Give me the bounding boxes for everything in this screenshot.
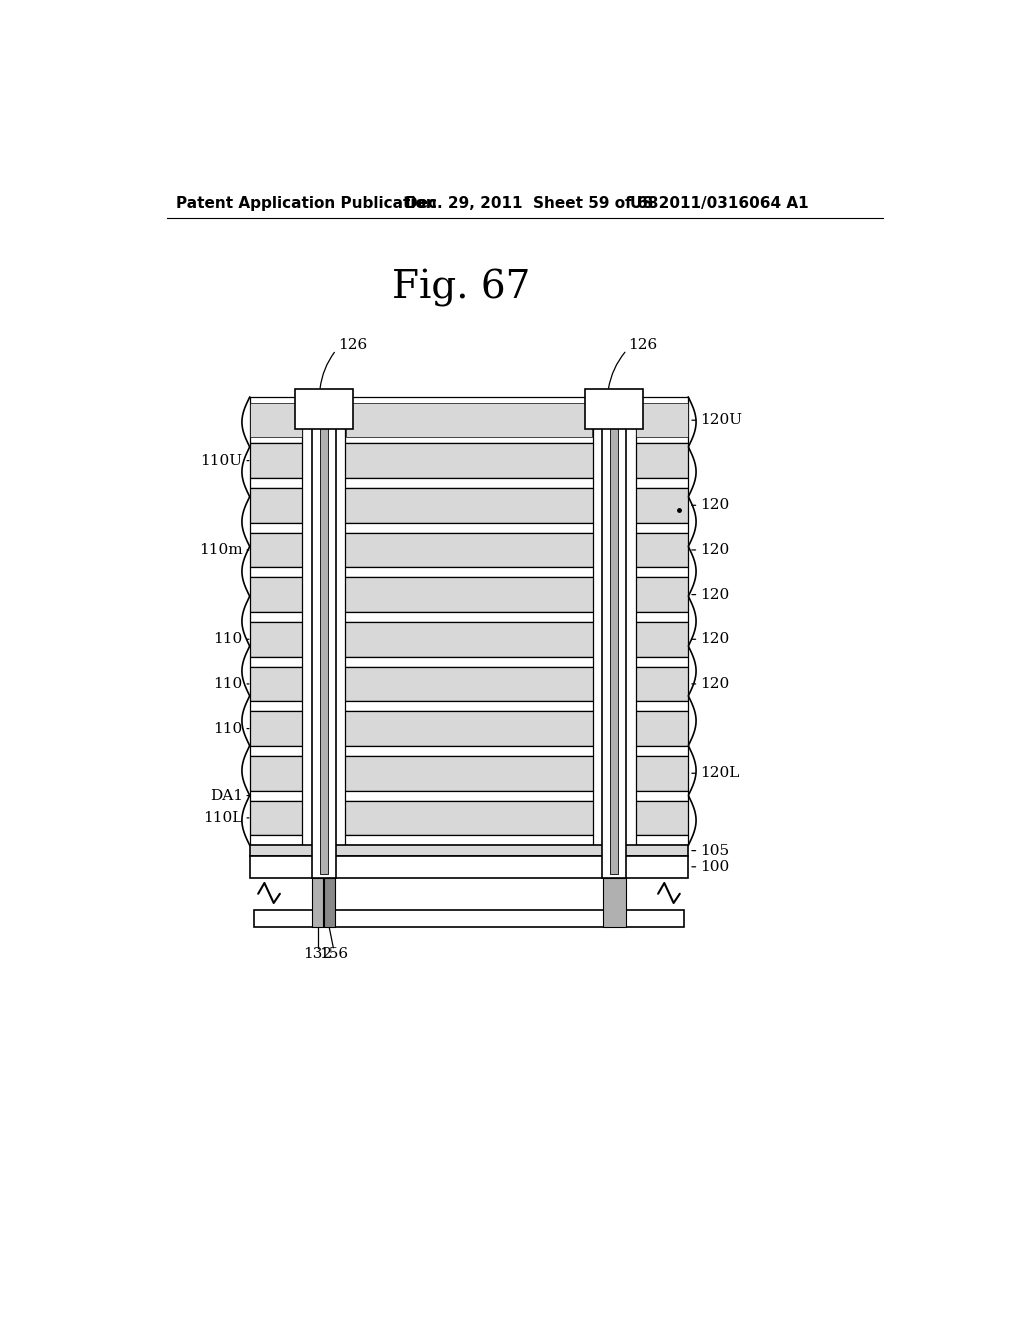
Bar: [636, 711, 688, 746]
Text: 110: 110: [213, 632, 243, 647]
Bar: [636, 523, 688, 533]
Bar: [250, 711, 302, 746]
Bar: [636, 612, 688, 622]
Text: 100: 100: [700, 859, 729, 874]
Bar: [636, 478, 688, 488]
Bar: [345, 667, 593, 701]
Bar: [636, 667, 688, 701]
Bar: [250, 444, 302, 478]
Bar: [250, 612, 302, 622]
Bar: [346, 404, 592, 437]
Bar: [250, 855, 688, 878]
Bar: [250, 397, 302, 444]
Bar: [345, 444, 593, 478]
Text: 110m: 110m: [199, 543, 243, 557]
Bar: [250, 836, 302, 845]
Bar: [345, 397, 593, 444]
Text: Dec. 29, 2011  Sheet 59 of 68: Dec. 29, 2011 Sheet 59 of 68: [406, 195, 658, 211]
Text: 110: 110: [213, 677, 243, 690]
Bar: [250, 523, 302, 533]
Bar: [250, 478, 302, 488]
Bar: [250, 568, 302, 577]
Text: 120: 120: [700, 498, 729, 512]
Bar: [345, 656, 593, 667]
Text: Fig. 67: Fig. 67: [392, 269, 530, 306]
Text: 120: 120: [700, 677, 729, 690]
Text: 120: 120: [700, 632, 729, 647]
Bar: [312, 878, 324, 927]
Bar: [636, 656, 688, 667]
Bar: [636, 577, 688, 612]
Bar: [636, 444, 688, 478]
Bar: [586, 389, 643, 429]
Bar: [636, 746, 688, 756]
Bar: [345, 577, 593, 612]
Bar: [345, 711, 593, 746]
Bar: [602, 404, 627, 878]
Text: 126: 126: [629, 338, 657, 351]
Bar: [636, 701, 688, 711]
Bar: [345, 488, 593, 523]
Bar: [636, 836, 688, 845]
Text: DA1: DA1: [210, 788, 243, 803]
Bar: [250, 701, 302, 711]
Text: 120: 120: [700, 543, 729, 557]
Bar: [610, 407, 618, 874]
Bar: [636, 533, 688, 568]
Bar: [636, 568, 688, 577]
Bar: [345, 612, 593, 622]
Bar: [319, 407, 328, 874]
Bar: [250, 667, 302, 701]
Bar: [345, 800, 593, 836]
Bar: [345, 568, 593, 577]
Bar: [254, 909, 684, 927]
Bar: [250, 533, 302, 568]
Bar: [345, 622, 593, 656]
Text: 120L: 120L: [700, 766, 739, 780]
Bar: [345, 533, 593, 568]
Text: 126: 126: [338, 338, 367, 351]
Bar: [250, 756, 302, 791]
Bar: [345, 478, 593, 488]
Bar: [636, 404, 687, 437]
Bar: [311, 404, 336, 878]
Text: 132: 132: [303, 946, 333, 961]
Bar: [250, 656, 302, 667]
Bar: [345, 791, 593, 800]
Text: 156: 156: [318, 946, 348, 961]
Bar: [345, 746, 593, 756]
Bar: [345, 756, 593, 791]
Bar: [250, 845, 688, 855]
Text: 110L: 110L: [204, 810, 243, 825]
Bar: [636, 622, 688, 656]
Text: 120U: 120U: [700, 413, 742, 428]
Bar: [345, 701, 593, 711]
Bar: [345, 836, 593, 845]
Text: 120: 120: [700, 587, 729, 602]
Bar: [250, 488, 302, 523]
Bar: [636, 756, 688, 791]
Bar: [636, 791, 688, 800]
Bar: [251, 404, 302, 437]
Text: US 2011/0316064 A1: US 2011/0316064 A1: [630, 195, 809, 211]
Text: Patent Application Publication: Patent Application Publication: [176, 195, 437, 211]
Text: 110U: 110U: [201, 454, 243, 467]
Bar: [636, 800, 688, 836]
Bar: [250, 622, 302, 656]
Bar: [250, 800, 302, 836]
Bar: [636, 488, 688, 523]
Bar: [636, 397, 688, 444]
Bar: [345, 523, 593, 533]
Bar: [324, 878, 335, 927]
Text: 110: 110: [213, 722, 243, 735]
Bar: [295, 389, 352, 429]
Bar: [250, 746, 302, 756]
Text: 105: 105: [700, 843, 729, 858]
Bar: [250, 791, 302, 800]
Bar: [250, 577, 302, 612]
Bar: [603, 878, 626, 927]
